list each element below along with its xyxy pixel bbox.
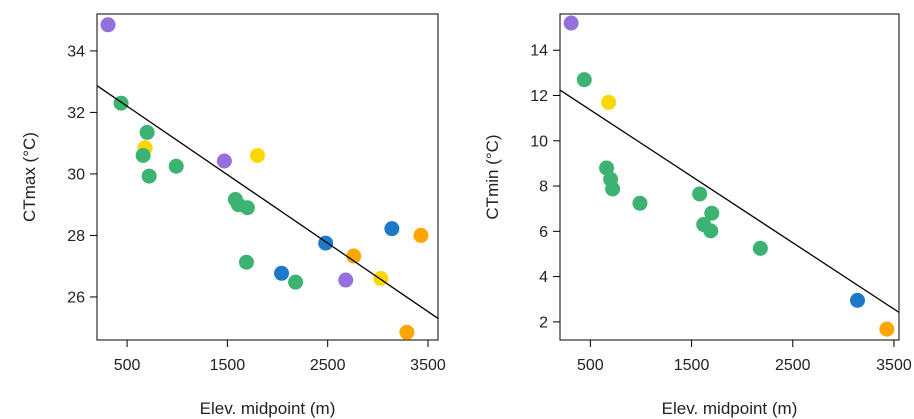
x-tick-label: 3500 xyxy=(410,357,446,374)
x-tick-label: 2500 xyxy=(775,357,811,374)
y-tick-label: 34 xyxy=(67,43,85,60)
data-point xyxy=(139,124,155,140)
y-tick-label: 2 xyxy=(539,314,548,331)
data-point xyxy=(288,274,304,290)
ctmin-panel: 500 1500 2500 3500 2 4 6 8 10 12 14 Elev. midpoint … xyxy=(483,13,912,418)
data-point xyxy=(168,158,184,174)
y-tick-label: 28 xyxy=(67,228,85,245)
data-point xyxy=(346,248,362,264)
data-point xyxy=(850,292,866,308)
x-tick-label: 3500 xyxy=(876,357,912,374)
data-point xyxy=(576,72,592,88)
data-point xyxy=(399,324,415,340)
y-tick-label: 14 xyxy=(530,43,548,60)
data-point xyxy=(338,272,354,288)
y-tick-label: 12 xyxy=(530,88,548,105)
data-point xyxy=(752,240,768,256)
y-tick-label: 26 xyxy=(67,289,85,306)
x-tick-label: 2500 xyxy=(310,357,346,374)
data-point xyxy=(599,160,615,176)
y-tick-label: 8 xyxy=(539,179,548,196)
x-tick-label: 500 xyxy=(577,357,604,374)
data-point xyxy=(100,17,116,33)
data-point xyxy=(238,254,254,270)
y-tick-label: 4 xyxy=(539,269,548,286)
data-point xyxy=(605,181,621,197)
data-point xyxy=(141,168,157,184)
data-point xyxy=(692,186,708,202)
ctmin-y-axis-label: CTmin (°C) xyxy=(483,134,502,219)
ctmin-trend-line xyxy=(560,89,899,313)
ctmax-panel: 500 1500 2500 3500 26 28 30 32 34 Elev. midpoint … xyxy=(20,13,446,418)
data-point xyxy=(632,195,648,211)
data-point xyxy=(879,321,895,337)
ctmax-y-axis-label: CTmax (°C) xyxy=(20,132,39,222)
ctmax-plot-frame xyxy=(96,13,439,341)
y-tick-label: 6 xyxy=(539,224,548,241)
data-point xyxy=(563,15,579,31)
y-tick-label: 30 xyxy=(67,166,85,183)
data-point xyxy=(274,265,290,281)
data-point xyxy=(601,94,617,110)
y-tick-label: 32 xyxy=(67,105,85,122)
x-tick-label: 1500 xyxy=(674,357,710,374)
data-point xyxy=(249,147,265,163)
data-point xyxy=(703,223,719,239)
ctmax-trend-line xyxy=(97,85,438,320)
data-point xyxy=(216,153,232,169)
x-tick-label: 1500 xyxy=(210,357,246,374)
data-point xyxy=(135,147,151,163)
data-point xyxy=(239,200,255,216)
ctmin-plot-frame xyxy=(559,13,900,341)
ctmax-x-axis-label: Elev. midpoint (m) xyxy=(200,399,336,418)
ctmin-x-axis-label: Elev. midpoint (m) xyxy=(662,399,798,418)
x-tick-label: 500 xyxy=(114,357,141,374)
data-point xyxy=(704,205,720,221)
y-tick-label: 10 xyxy=(530,133,548,150)
data-point xyxy=(384,221,400,237)
data-point xyxy=(413,227,429,243)
